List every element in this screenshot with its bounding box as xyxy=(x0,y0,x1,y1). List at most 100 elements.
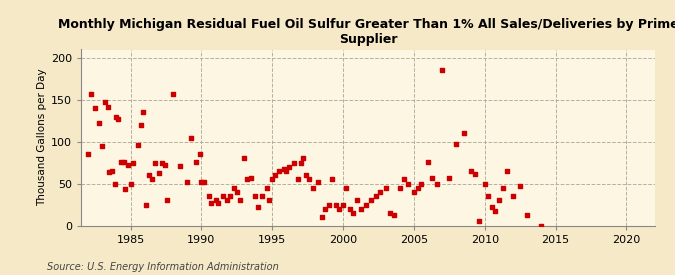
Point xyxy=(141,202,152,207)
Point xyxy=(515,184,526,188)
Point xyxy=(502,169,513,173)
Point xyxy=(301,173,312,177)
Point xyxy=(246,175,256,180)
Point xyxy=(416,182,427,186)
Point xyxy=(186,135,197,140)
Point xyxy=(451,142,462,146)
Point xyxy=(385,211,396,215)
Point xyxy=(149,160,160,165)
Point xyxy=(278,166,289,171)
Point xyxy=(331,202,342,207)
Text: Source: U.S. Energy Information Administration: Source: U.S. Energy Information Administ… xyxy=(47,262,279,272)
Point xyxy=(113,117,124,121)
Point xyxy=(489,209,500,213)
Point xyxy=(366,198,377,203)
Point xyxy=(482,194,493,198)
Point xyxy=(264,198,275,203)
Point xyxy=(487,205,497,209)
Point xyxy=(394,186,405,190)
Point xyxy=(444,175,455,180)
Point xyxy=(360,202,371,207)
Point xyxy=(213,201,224,205)
Point xyxy=(408,190,419,194)
Point xyxy=(352,198,362,203)
Point xyxy=(292,177,303,182)
Point xyxy=(423,160,433,164)
Point xyxy=(479,182,490,186)
Point xyxy=(234,198,245,203)
Point xyxy=(190,160,201,164)
Point xyxy=(135,123,146,127)
Point xyxy=(536,223,547,228)
Point xyxy=(109,182,120,186)
Point xyxy=(107,169,117,173)
Point xyxy=(340,186,351,190)
Point xyxy=(167,92,178,96)
Point xyxy=(182,180,192,184)
Point xyxy=(82,152,93,156)
Point xyxy=(319,207,330,211)
Point xyxy=(298,156,309,161)
Point xyxy=(119,186,130,191)
Point xyxy=(104,170,115,174)
Point xyxy=(203,194,214,198)
Point xyxy=(474,219,485,224)
Point xyxy=(295,160,306,165)
Point xyxy=(252,205,263,209)
Y-axis label: Thousand Gallons per Day: Thousand Gallons per Day xyxy=(36,69,47,206)
Point xyxy=(162,198,173,203)
Point xyxy=(338,202,348,207)
Point xyxy=(281,169,292,173)
Point xyxy=(115,160,126,164)
Point xyxy=(125,182,136,186)
Point xyxy=(469,171,480,176)
Point xyxy=(175,164,186,168)
Point xyxy=(371,194,381,198)
Point xyxy=(458,131,469,136)
Point xyxy=(100,100,111,104)
Point xyxy=(153,170,164,175)
Point xyxy=(323,202,334,207)
Point xyxy=(210,198,221,203)
Point xyxy=(389,212,400,217)
Point xyxy=(221,198,232,203)
Point xyxy=(304,177,315,182)
Point xyxy=(146,176,157,181)
Point xyxy=(97,144,107,148)
Point xyxy=(312,180,323,184)
Point xyxy=(217,194,228,198)
Point xyxy=(242,177,252,182)
Point xyxy=(497,186,508,190)
Point xyxy=(375,190,385,194)
Point xyxy=(431,182,442,186)
Point xyxy=(196,180,207,184)
Point xyxy=(94,121,105,125)
Point xyxy=(267,177,277,182)
Point xyxy=(144,173,155,177)
Point xyxy=(194,152,205,156)
Point xyxy=(413,186,424,190)
Point xyxy=(317,215,327,219)
Point xyxy=(257,194,268,198)
Point xyxy=(345,207,356,211)
Point xyxy=(157,160,167,165)
Point xyxy=(128,160,139,165)
Point xyxy=(522,213,533,218)
Point xyxy=(132,143,143,147)
Point xyxy=(399,177,410,182)
Point xyxy=(465,169,476,173)
Point xyxy=(261,186,272,190)
Point xyxy=(199,180,210,184)
Point xyxy=(159,163,170,167)
Point xyxy=(232,190,242,194)
Point xyxy=(224,194,235,198)
Point xyxy=(288,160,299,165)
Point xyxy=(308,186,319,190)
Point xyxy=(229,186,240,190)
Point xyxy=(111,114,122,119)
Point xyxy=(238,156,249,161)
Point xyxy=(356,207,367,211)
Point xyxy=(138,110,148,115)
Point xyxy=(90,106,101,110)
Point xyxy=(493,198,504,203)
